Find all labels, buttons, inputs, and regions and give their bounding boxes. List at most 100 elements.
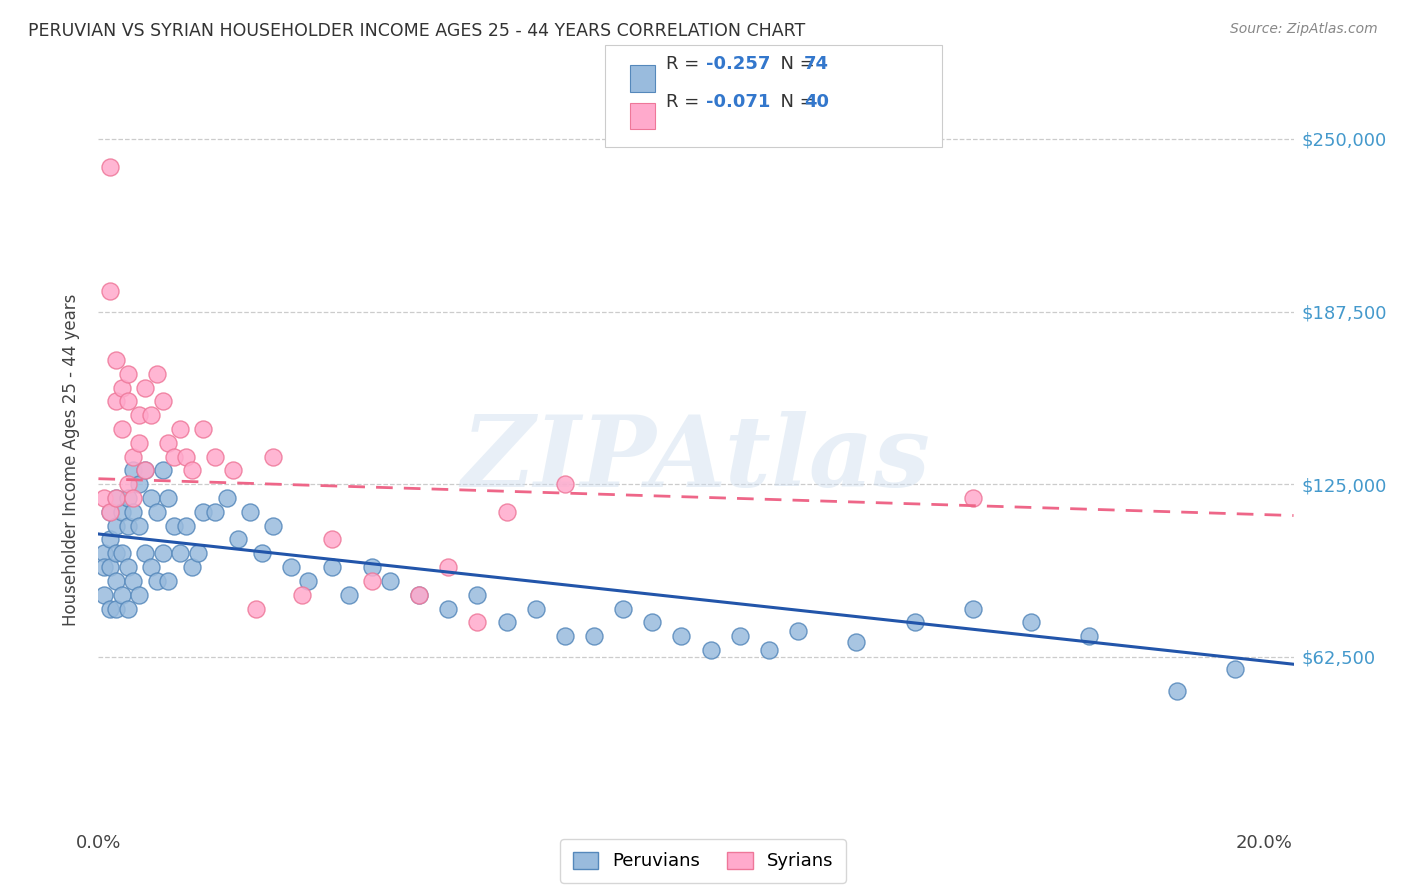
Point bbox=[280, 560, 302, 574]
Point bbox=[245, 601, 267, 615]
Point bbox=[111, 422, 134, 436]
Point bbox=[728, 629, 751, 643]
Point bbox=[128, 518, 150, 533]
Point bbox=[98, 284, 121, 298]
Point bbox=[1225, 662, 1247, 676]
Point bbox=[699, 643, 721, 657]
Point bbox=[145, 505, 167, 519]
Text: N =: N = bbox=[769, 55, 821, 73]
Point bbox=[134, 463, 156, 477]
Point bbox=[193, 505, 215, 519]
Text: PERUVIAN VS SYRIAN HOUSEHOLDER INCOME AGES 25 - 44 YEARS CORRELATION CHART: PERUVIAN VS SYRIAN HOUSEHOLDER INCOME AG… bbox=[28, 22, 806, 40]
Point bbox=[467, 615, 489, 630]
Point bbox=[174, 518, 197, 533]
Point bbox=[787, 624, 810, 638]
Point bbox=[139, 560, 162, 574]
Point bbox=[134, 546, 156, 560]
Point bbox=[582, 629, 605, 643]
Point bbox=[122, 505, 145, 519]
Point bbox=[437, 560, 460, 574]
Point bbox=[495, 505, 517, 519]
Point bbox=[228, 533, 250, 547]
Text: -0.257: -0.257 bbox=[706, 55, 770, 73]
Point bbox=[122, 491, 145, 505]
Point bbox=[169, 546, 191, 560]
Point bbox=[139, 408, 162, 422]
Point bbox=[117, 394, 139, 409]
Point bbox=[104, 518, 127, 533]
Point bbox=[128, 435, 150, 450]
Point bbox=[98, 533, 121, 547]
Point bbox=[152, 463, 174, 477]
Point bbox=[180, 560, 202, 574]
Point bbox=[163, 518, 186, 533]
Point bbox=[104, 491, 127, 505]
Point bbox=[193, 422, 215, 436]
Point bbox=[239, 505, 262, 519]
Point bbox=[117, 601, 139, 615]
Point bbox=[122, 450, 145, 464]
Point bbox=[98, 601, 121, 615]
Point bbox=[104, 601, 127, 615]
Point bbox=[104, 546, 127, 560]
Point bbox=[291, 588, 314, 602]
Point bbox=[98, 505, 121, 519]
Point bbox=[139, 491, 162, 505]
Point bbox=[204, 450, 226, 464]
Point bbox=[98, 160, 121, 174]
Point bbox=[104, 353, 127, 368]
Point bbox=[903, 615, 925, 630]
Point bbox=[152, 546, 174, 560]
Point bbox=[145, 367, 167, 381]
Point bbox=[378, 574, 401, 588]
Point bbox=[134, 380, 156, 394]
Point bbox=[117, 367, 139, 381]
Point bbox=[671, 629, 693, 643]
Point bbox=[361, 574, 384, 588]
Point bbox=[524, 601, 547, 615]
Point bbox=[104, 491, 127, 505]
Point bbox=[117, 560, 139, 574]
Point bbox=[250, 546, 273, 560]
Point bbox=[157, 574, 180, 588]
Text: 40: 40 bbox=[804, 93, 830, 111]
Point bbox=[169, 422, 191, 436]
Point bbox=[117, 518, 139, 533]
Point bbox=[1166, 684, 1188, 698]
Point bbox=[122, 574, 145, 588]
Point bbox=[554, 477, 576, 491]
Point bbox=[93, 491, 115, 505]
Point bbox=[467, 588, 489, 602]
Text: Source: ZipAtlas.com: Source: ZipAtlas.com bbox=[1230, 22, 1378, 37]
Point bbox=[134, 463, 156, 477]
Point bbox=[111, 588, 134, 602]
Point bbox=[495, 615, 517, 630]
Point bbox=[157, 491, 180, 505]
Point bbox=[408, 588, 430, 602]
Point bbox=[758, 643, 780, 657]
Text: 74: 74 bbox=[804, 55, 830, 73]
Point bbox=[962, 491, 984, 505]
Point bbox=[104, 394, 127, 409]
Point bbox=[554, 629, 576, 643]
Text: R =: R = bbox=[666, 93, 706, 111]
Point bbox=[98, 560, 121, 574]
Point bbox=[361, 560, 384, 574]
Point bbox=[174, 450, 197, 464]
Point bbox=[262, 518, 284, 533]
Point bbox=[408, 588, 430, 602]
Point bbox=[157, 435, 180, 450]
Text: N =: N = bbox=[769, 93, 821, 111]
Point bbox=[117, 491, 139, 505]
Point bbox=[437, 601, 460, 615]
Point bbox=[128, 408, 150, 422]
Point bbox=[297, 574, 319, 588]
Point bbox=[122, 463, 145, 477]
Point bbox=[962, 601, 984, 615]
Point bbox=[117, 477, 139, 491]
Point bbox=[215, 491, 238, 505]
Point bbox=[321, 533, 343, 547]
Y-axis label: Householder Income Ages 25 - 44 years: Householder Income Ages 25 - 44 years bbox=[62, 293, 80, 625]
Point bbox=[641, 615, 664, 630]
Text: ZIPAtlas: ZIPAtlas bbox=[461, 411, 931, 508]
